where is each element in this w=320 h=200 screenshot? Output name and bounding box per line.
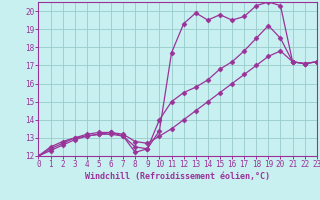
X-axis label: Windchill (Refroidissement éolien,°C): Windchill (Refroidissement éolien,°C) bbox=[85, 172, 270, 181]
